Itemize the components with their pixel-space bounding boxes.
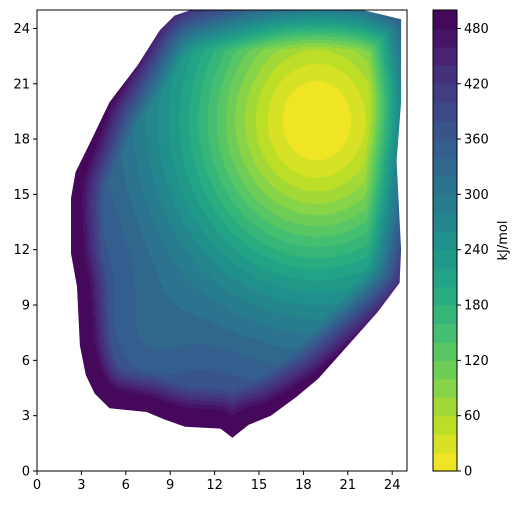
colorbar-band: [433, 28, 457, 48]
x-tick-label: 0: [33, 478, 41, 493]
y-axis: 0 3 6 9 12 15 18 21 24: [13, 22, 37, 480]
colorbar-tick-label: 0: [464, 465, 472, 480]
colorbar-tick-label: 60: [464, 409, 481, 424]
colorbar-band: [433, 231, 457, 251]
colorbar-band: [433, 102, 457, 122]
colorbar-band: [433, 194, 457, 214]
colorbar-tick-label: 240: [464, 243, 489, 258]
y-tick-label: 24: [13, 22, 30, 37]
colorbar-bands: [433, 10, 457, 472]
colorbar-label: kJ/mol: [496, 221, 511, 261]
colorbar-band: [433, 83, 457, 103]
y-tick-label: 9: [22, 299, 30, 314]
plot-frame: [36, 9, 408, 472]
colorbar-band: [433, 249, 457, 269]
y-tick-label: 21: [13, 77, 30, 92]
colorbar-band: [433, 305, 457, 325]
colorbar-band: [433, 139, 457, 159]
colorbar-band: [433, 10, 457, 30]
x-tick-label: 6: [122, 478, 130, 493]
colorbar-tick-label: 120: [464, 354, 489, 369]
colorbar-band: [433, 341, 457, 361]
colorbar: 0 60 120 180 240 300 360 420 480 kJ/mol: [432, 9, 511, 480]
plot-area: 0 3 6 9 12 15 18 21 24 0 3 6 9 12 15 18 21 24: [13, 9, 408, 493]
colorbar-band: [433, 286, 457, 306]
colorbar-band: [433, 452, 457, 472]
y-tick-label: 15: [13, 188, 30, 203]
x-tick-label: 15: [251, 478, 268, 493]
x-tick-label: 12: [206, 478, 223, 493]
colorbar-band: [433, 323, 457, 343]
colorbar-tick-label: 420: [464, 77, 489, 92]
colorbar-band: [433, 378, 457, 398]
x-tick-label: 18: [295, 478, 312, 493]
colorbar-tick-label: 360: [464, 133, 489, 148]
energy-surface-contours: [71, 10, 402, 438]
colorbar-band: [433, 65, 457, 85]
colorbar-band: [433, 157, 457, 177]
x-axis: 0 3 6 9 12 15 18 21 24: [33, 471, 401, 493]
y-tick-label: 6: [22, 354, 30, 369]
y-tick-label: 18: [13, 133, 30, 148]
colorbar-tick-label: 480: [464, 22, 489, 37]
colorbar-frame: [432, 9, 458, 472]
colorbar-band: [433, 397, 457, 417]
colorbar-band: [433, 120, 457, 140]
colorbar-band: [433, 46, 457, 66]
colorbar-band: [433, 175, 457, 195]
colorbar-band: [433, 212, 457, 232]
colorbar-tick-label: 180: [464, 299, 489, 314]
colorbar-tick-label: 300: [464, 188, 489, 203]
y-tick-label: 3: [22, 409, 30, 424]
colorbar-band: [433, 268, 457, 288]
y-tick-label: 12: [13, 243, 30, 258]
colorbar-ticks: 0 60 120 180 240 300 360 420 480: [457, 22, 489, 480]
colorbar-band: [433, 415, 457, 435]
y-tick-label: 0: [22, 465, 30, 480]
colorbar-band: [433, 360, 457, 380]
x-tick-label: 24: [384, 478, 401, 493]
x-tick-label: 21: [340, 478, 357, 493]
colorbar-band: [433, 434, 457, 454]
x-tick-label: 3: [77, 478, 85, 493]
x-tick-label: 9: [166, 478, 174, 493]
